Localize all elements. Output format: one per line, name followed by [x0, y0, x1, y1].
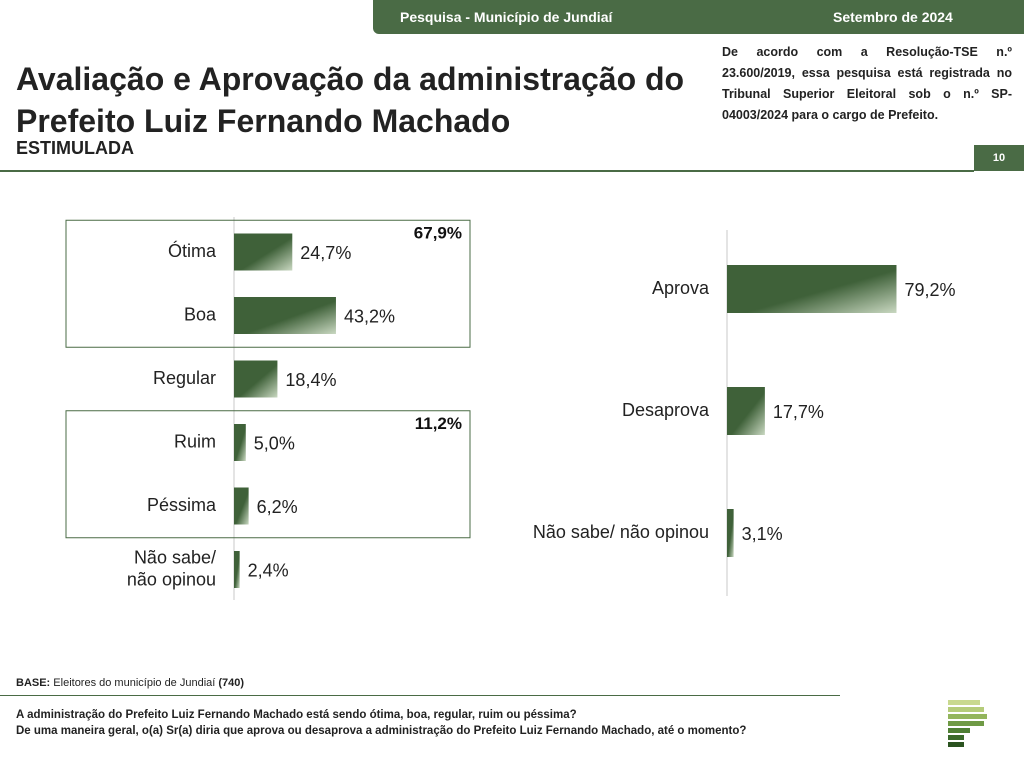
page-title: Avaliação e Aprovação da administração d…	[16, 61, 685, 139]
registry-note: De acordo com a Resolução-TSE n.º 23.600…	[722, 45, 1012, 122]
survey-date: Setembro de 2024	[833, 9, 953, 25]
evaluation-group-box-1	[65, 219, 471, 348]
header-bar: Pesquisa - Município de Jundiaí Setembro…	[373, 0, 1024, 34]
page-subtitle: ESTIMULADA	[16, 138, 134, 158]
evaluation-group-box-2	[65, 410, 471, 539]
evaluation-bar-nao-sabe-nao-opinou	[234, 551, 240, 588]
question-1: A administração do Prefeito Luiz Fernand…	[16, 709, 577, 721]
evaluation-bar-boa	[234, 297, 336, 334]
survey-name: Pesquisa - Município de Jundiaí	[400, 9, 613, 25]
approval-value-nao-sabe-nao-opinou: 3,1%	[742, 524, 783, 544]
approval-bar-aprova	[727, 265, 897, 313]
base-text: Eleitores do município de Jundiaí	[50, 677, 219, 689]
evaluation-value-regular: 18,4%	[285, 370, 336, 390]
evaluation-bar-pessima	[234, 487, 249, 525]
evaluation-group-total-1: 67,9%	[414, 223, 462, 242]
page-number: 10	[974, 145, 1024, 171]
approval-label-nao-sabe-nao-opinou: Não sabe/ não opinou	[533, 522, 709, 542]
evaluation-value-ruim: 5,0%	[254, 433, 295, 453]
evaluation-bar-otima	[234, 233, 293, 271]
evaluation-label-nao-sabe-nao-opinou: Não sabe/não opinou	[127, 547, 216, 589]
evaluation-label-pessima: Péssima	[147, 495, 217, 515]
footer-divider	[0, 695, 840, 696]
base-note: BASE: Eleitores do município de Jundiaí …	[16, 677, 244, 689]
base-count: (740)	[218, 677, 245, 689]
question-2: De uma maneira geral, o(a) Sr(a) diria q…	[16, 725, 747, 737]
header-divider	[0, 170, 974, 172]
evaluation-label-boa: Boa	[184, 304, 217, 324]
evaluation-value-pessima: 6,2%	[257, 497, 298, 517]
logo-icon	[948, 700, 990, 752]
base-label: BASE:	[16, 677, 51, 689]
evaluation-value-otima: 24,7%	[300, 243, 351, 263]
approval-value-desaprova: 17,7%	[773, 402, 824, 422]
evaluation-bar-ruim	[234, 424, 246, 461]
evaluation-value-boa: 43,2%	[344, 306, 395, 326]
evaluation-label-otima: Ótima	[168, 240, 217, 261]
approval-value-aprova: 79,2%	[904, 280, 955, 300]
evaluation-group-total-2: 11,2%	[415, 414, 462, 433]
approval-label-aprova: Aprova	[652, 278, 710, 298]
evaluation-label-regular: Regular	[153, 368, 216, 388]
evaluation-chart: Ótima 24,7% Boa 43,2% Regular 18,4% Ruim 5,0% Pé…	[65, 217, 471, 600]
approval-bar-desaprova	[727, 387, 765, 435]
approval-bar-nao-sabe-nao-opinou	[727, 509, 734, 557]
approval-chart: Aprova 79,2% Desaprova 17,7% Não sabe/ não o…	[533, 230, 956, 596]
evaluation-label-ruim: Ruim	[174, 431, 216, 451]
evaluation-bar-regular	[234, 360, 278, 398]
approval-label-desaprova: Desaprova	[622, 400, 710, 420]
evaluation-value-nao-sabe-nao-opinou: 2,4%	[248, 560, 289, 580]
